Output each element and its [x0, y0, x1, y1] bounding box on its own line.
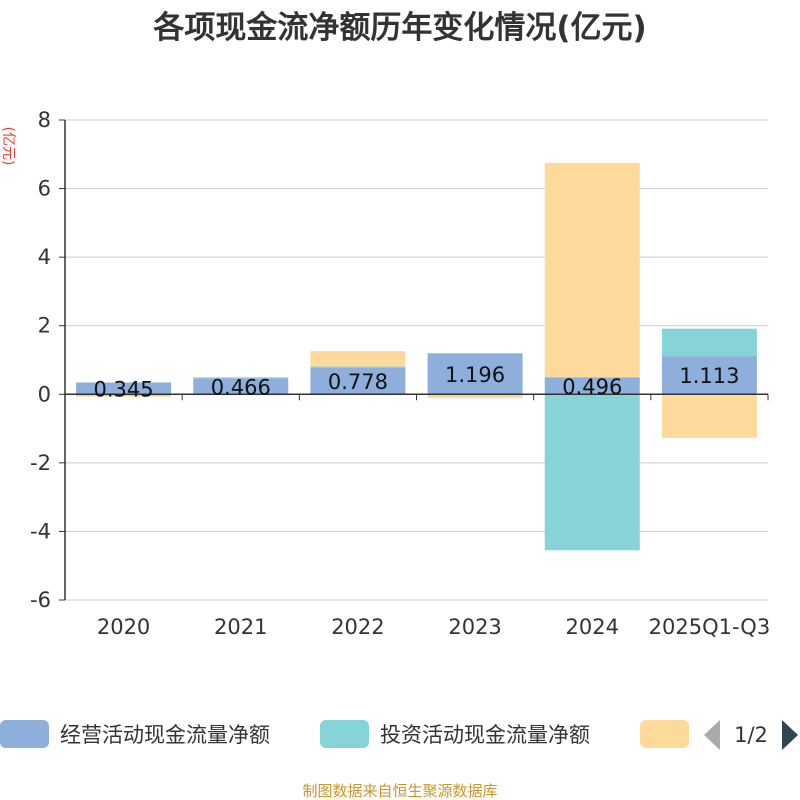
data-label: 0.345 — [94, 377, 154, 401]
data-label: 0.778 — [328, 370, 388, 394]
bars — [76, 162, 757, 551]
bar-s0-2022[interactable] — [310, 367, 406, 395]
y-tick-label: -2 — [30, 451, 51, 475]
x-tick-label: 2024 — [566, 615, 619, 639]
bar-s0-2025Q1-Q3[interactable] — [661, 356, 757, 395]
x-tick-label: 2020 — [97, 615, 150, 639]
axes: -6 -4 -2 0 2 4 6 8 2020 2021 2022 2023 2024 2025Q1-Q3 — [30, 108, 770, 639]
y-tick-label: 6 — [38, 177, 51, 201]
legend-page-indicator: 1/2 — [734, 723, 768, 747]
bar-s0-2023[interactable] — [427, 353, 523, 395]
x-tick-label: 2023 — [448, 615, 501, 639]
legend-label[interactable]: 投资活动现金流量净额 — [380, 723, 590, 747]
x-tick-label: 2021 — [214, 615, 267, 639]
y-tick-label: 2 — [38, 314, 51, 338]
bar-s2-2025Q1-Q3[interactable] — [661, 394, 757, 438]
x-tick-label: 2025Q1-Q3 — [649, 615, 771, 639]
y-tick-label: 4 — [38, 245, 51, 269]
bar-s2-2020[interactable] — [76, 395, 172, 397]
bar-s2-2023[interactable] — [427, 395, 523, 399]
bar-s1-2025Q1-Q3[interactable] — [661, 328, 757, 357]
data-label: 1.113 — [679, 364, 739, 388]
y-tick-label: 0 — [38, 382, 51, 406]
data-label: 0.496 — [562, 375, 622, 399]
legend-prev-icon[interactable] — [704, 720, 720, 750]
data-label: 1.196 — [445, 363, 505, 387]
bar-s2-2022[interactable] — [310, 351, 406, 367]
y-tick-label: 8 — [38, 108, 51, 132]
data-labels: 0.345 0.466 0.778 1.196 0.496 1.113 — [94, 363, 740, 402]
bar-s1-2024[interactable] — [544, 394, 640, 551]
y-axis-unit: (亿元) — [0, 127, 16, 166]
y-tick-label: -4 — [30, 519, 51, 543]
x-tick-label: 2022 — [331, 615, 384, 639]
bar-s0-2020[interactable] — [76, 382, 172, 395]
bar-s1-2021[interactable] — [193, 377, 289, 379]
bar-s0-2021[interactable] — [193, 378, 289, 395]
data-label: 0.466 — [211, 375, 271, 399]
bar-s2-2024[interactable] — [544, 162, 640, 378]
legend-swatch[interactable] — [0, 720, 49, 748]
legend-next-icon[interactable] — [782, 720, 798, 750]
bar-s0-2024[interactable] — [544, 377, 640, 395]
legend-label[interactable]: 经营活动现金流量净额 — [60, 723, 270, 747]
y-tick-label: -6 — [30, 588, 51, 612]
legend-swatch[interactable] — [320, 720, 369, 748]
source-note: 制图数据来自恒生聚源数据库 — [302, 782, 497, 800]
bar-s1-2022[interactable] — [310, 366, 406, 368]
chart-title: 各项现金流净额历年变化情况(亿元) — [152, 10, 646, 46]
legend-swatch[interactable] — [640, 720, 689, 748]
legend[interactable]: 经营活动现金流量净额 投资活动现金流量净额 1/2 — [0, 720, 798, 750]
